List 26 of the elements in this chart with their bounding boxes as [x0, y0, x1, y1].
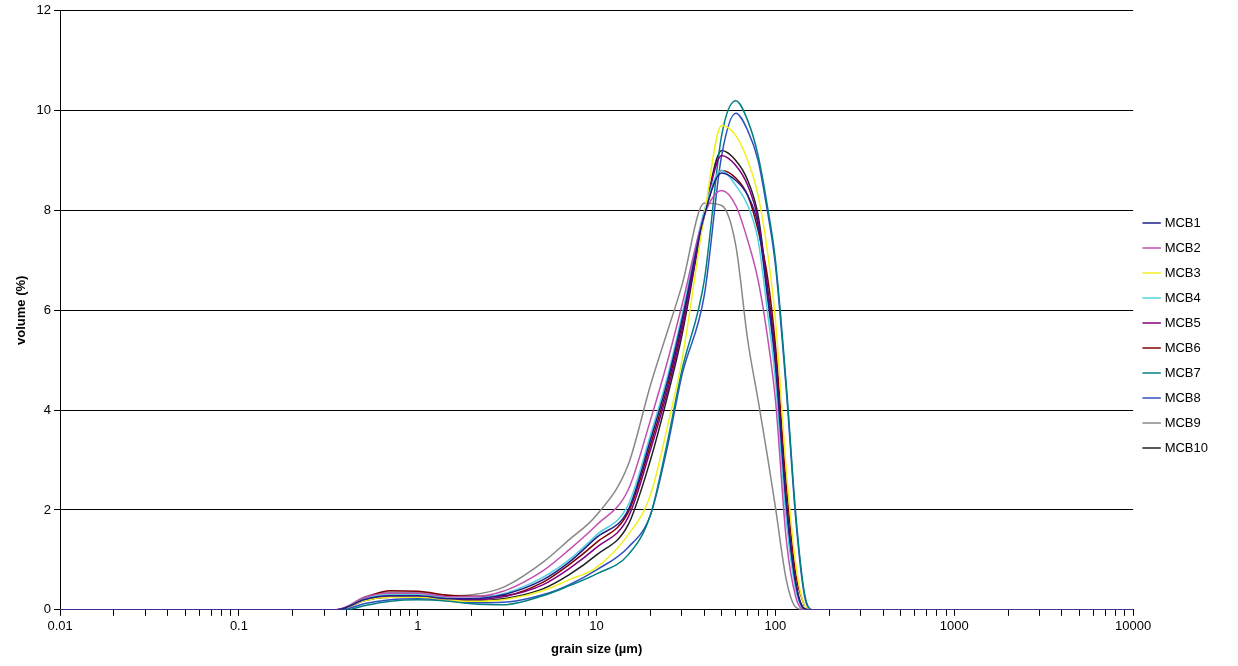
- y-tick-label: 12: [36, 2, 52, 18]
- legend-label: MCB7: [1164, 364, 1201, 380]
- legend-label: MCB6: [1164, 339, 1201, 355]
- y-tick-label: 0: [43, 601, 52, 617]
- y-tick-label: 4: [43, 401, 52, 417]
- x-tick-label: 0.1: [229, 618, 248, 634]
- x-tick-label: 1: [414, 618, 422, 634]
- legend-label: MCB10: [1164, 439, 1209, 455]
- x-tick-label: 1000: [939, 618, 969, 634]
- y-tick-label: 2: [43, 501, 52, 517]
- y-tick-label: 8: [43, 202, 52, 218]
- x-tick-label: 10: [589, 618, 604, 634]
- legend-label: MCB1: [1164, 214, 1201, 230]
- legend-label: MCB8: [1164, 389, 1201, 405]
- x-tick-label: 100: [764, 618, 787, 634]
- y-tick-label: 6: [43, 301, 52, 317]
- legend-label: MCB5: [1164, 314, 1201, 330]
- legend-label: MCB9: [1164, 414, 1201, 430]
- x-axis-title: grain size (µm): [550, 640, 643, 656]
- x-tick-label: 0.01: [47, 618, 73, 634]
- x-tick-label: 10000: [1115, 618, 1152, 634]
- legend-label: MCB2: [1164, 239, 1201, 255]
- y-axis-title: volume (%): [13, 275, 29, 345]
- y-tick-label: 10: [36, 102, 52, 118]
- legend-label: MCB4: [1164, 289, 1201, 305]
- legend-label: MCB3: [1164, 264, 1201, 280]
